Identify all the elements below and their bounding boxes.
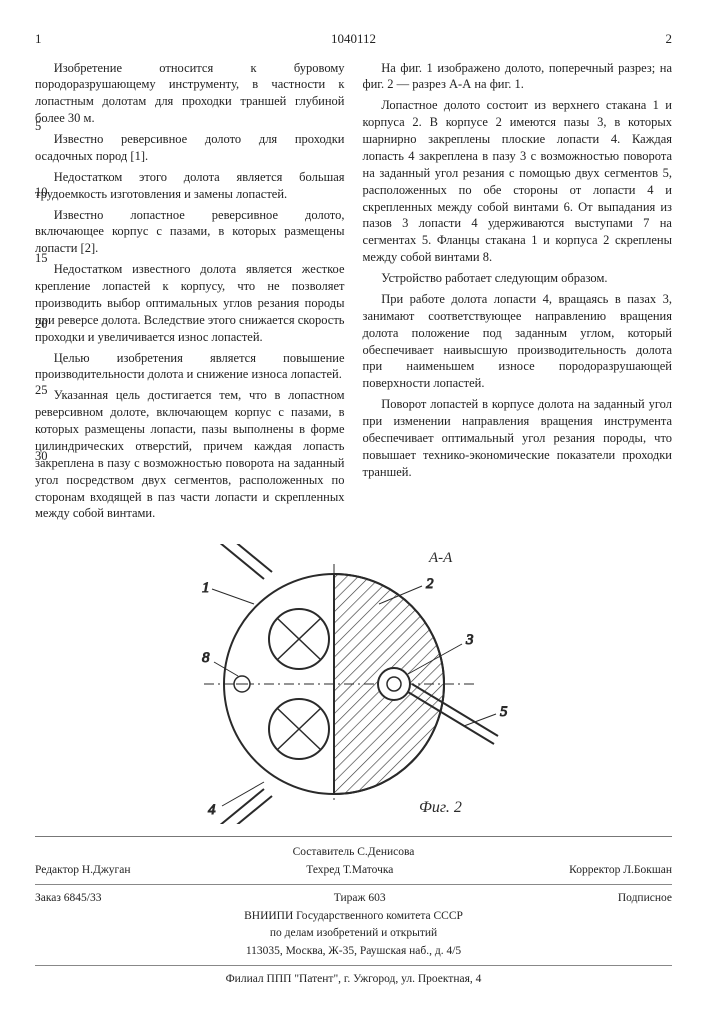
- line-number: 30: [35, 448, 48, 465]
- para: Указанная цель достигается тем, что в ло…: [35, 387, 345, 522]
- left-column: Изобретение относится к буровому породор…: [35, 60, 345, 527]
- callout-5: 5: [500, 704, 508, 720]
- callout-1: 1: [202, 580, 210, 596]
- callout-4: 4: [208, 802, 216, 818]
- para: Недостатком известного долота является ж…: [35, 261, 345, 345]
- line-number: 10: [35, 184, 48, 201]
- org-line-1: ВНИИПИ Государственного комитета СССР: [35, 909, 672, 925]
- line-number: 15: [35, 250, 48, 267]
- page-header: 1 1040112 2: [35, 30, 672, 48]
- para: На фиг. 1 изображено долото, поперечный …: [363, 60, 673, 94]
- para: Поворот лопастей в корпусе долота на зад…: [363, 396, 673, 480]
- imprint-footer: Составитель С.Денисова Редактор Н.Джуган…: [35, 836, 672, 988]
- org-line-2: по делам изобретений и открытий: [35, 926, 672, 942]
- para: Известно лопастное реверсивное долото, в…: [35, 207, 345, 258]
- line-number: 20: [35, 316, 48, 333]
- callout-2: 2: [426, 576, 434, 592]
- para: Устройство работает следующим образом.: [363, 270, 673, 287]
- patent-number: 1040112: [42, 30, 666, 48]
- editor: Редактор Н.Джуган: [35, 863, 131, 879]
- section-label: А-А: [428, 550, 453, 566]
- figure-2: А-А 1 2 3 4 5 8 Фиг. 2: [164, 544, 544, 824]
- techred: Техред Т.Маточка: [306, 863, 393, 879]
- corrector: Корректор Л.Бокшан: [569, 863, 672, 879]
- text-columns: Изобретение относится к буровому породор…: [35, 60, 672, 527]
- line-number: 25: [35, 382, 48, 399]
- right-column: На фиг. 1 изображено долото, поперечный …: [363, 60, 673, 527]
- para: Недостатком этого долота является больша…: [35, 169, 345, 203]
- order-number: Заказ 6845/33: [35, 891, 102, 907]
- para: Целью изобретения является повышение про…: [35, 350, 345, 384]
- branch: Филиал ППП "Патент", г. Ужгород, ул. Про…: [35, 972, 672, 988]
- line-number: 5: [35, 118, 41, 135]
- compiler: Составитель С.Денисова: [35, 845, 672, 861]
- para: При работе долота лопасти 4, вращаясь в …: [363, 291, 673, 392]
- address: 113035, Москва, Ж-35, Раушская наб., д. …: [35, 944, 672, 960]
- sign: Подписное: [618, 891, 672, 907]
- figure-caption: Фиг. 2: [419, 799, 462, 816]
- callout-8: 8: [202, 650, 210, 666]
- callout-3: 3: [465, 632, 474, 648]
- para: Лопастное долото состоит из верхнего ста…: [363, 97, 673, 266]
- tirazh: Тираж 603: [334, 891, 386, 907]
- para: Изобретение относится к буровому породор…: [35, 60, 345, 128]
- page-num-right: 2: [666, 30, 673, 48]
- para: Известно реверсивное долото для проходки…: [35, 131, 345, 165]
